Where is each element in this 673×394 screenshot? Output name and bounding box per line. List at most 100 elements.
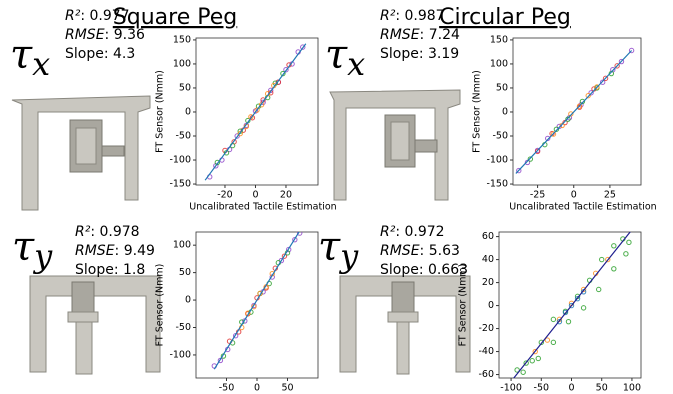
- y-tick-label: 0: [488, 300, 494, 311]
- stat-name: RMSE: [75, 243, 115, 259]
- plot-area: [196, 232, 318, 378]
- torque-symbol: τy: [12, 224, 53, 275]
- y-tick-label: -40: [478, 346, 494, 357]
- y-tick-label: 100: [173, 240, 191, 251]
- y-tick-label: -50: [492, 131, 508, 142]
- stat-name: R²: [75, 224, 91, 240]
- y-tick-label: 0: [502, 106, 508, 117]
- y-tick-label: -50: [175, 131, 191, 142]
- stat-name: Slope: [75, 262, 114, 278]
- stat-line: R²: 0.977: [65, 8, 130, 24]
- peg-render: [340, 276, 470, 374]
- y-tick-label: -100: [169, 349, 191, 360]
- stat-name: R²: [380, 8, 396, 24]
- subscript: x: [32, 45, 50, 83]
- stat-line: RMSE: 5.63: [380, 243, 460, 259]
- y-tick-label: -50: [175, 322, 191, 333]
- stat-value: : 0.972: [395, 224, 444, 240]
- y-tick-label: -60: [478, 369, 494, 380]
- stat-name: Slope: [65, 46, 104, 62]
- peg-render: [330, 90, 460, 200]
- stat-line: RMSE: 7.24: [380, 27, 460, 43]
- stat-value: : 5.63: [420, 243, 460, 259]
- y-tick-label: 0: [185, 106, 191, 117]
- y-tick-label: -100: [169, 155, 191, 166]
- y-tick-label: 20: [482, 277, 494, 288]
- x-tick-label: -50: [534, 383, 550, 394]
- stat-value: : 0.987: [395, 8, 444, 24]
- stat-value: : 9.49: [115, 243, 155, 259]
- stat-name: Slope: [380, 46, 419, 62]
- symbol: τ: [12, 224, 35, 270]
- stat-value: : 0.977: [80, 8, 129, 24]
- x-axis-label: Uncalibrated Tactile Estimation: [189, 202, 336, 213]
- stat-line: Slope: 4.3: [65, 46, 135, 62]
- y-tick-label: 50: [179, 82, 191, 93]
- torque-symbol: τx: [325, 32, 365, 83]
- x-tick-label: 50: [281, 383, 293, 394]
- x-axis-label: Uncalibrated Tactile Estimation: [509, 202, 656, 213]
- subscript: y: [338, 237, 359, 275]
- y-axis-label: FT Sensor (Nmm): [472, 70, 483, 153]
- stat-line: RMSE: 9.49: [75, 243, 155, 259]
- x-tick-label: 20: [280, 190, 292, 201]
- x-tick-label: 25: [604, 190, 616, 201]
- y-tick-label: -100: [486, 155, 508, 166]
- x-tick-label: 100: [623, 383, 641, 394]
- plot-area: [196, 38, 318, 185]
- stat-line: Slope: 3.19: [380, 46, 459, 62]
- y-tick-label: 60: [482, 231, 494, 242]
- x-tick-label: -50: [219, 383, 235, 394]
- y-tick-label: -150: [169, 179, 191, 190]
- symbol: τ: [318, 224, 341, 270]
- x-tick-label: 0: [252, 190, 258, 201]
- stat-name: Slope: [380, 262, 419, 278]
- y-tick-label: 40: [482, 254, 494, 265]
- peg-render: [30, 276, 160, 374]
- stat-name: R²: [380, 224, 396, 240]
- stat-value: : 9.36: [105, 27, 145, 43]
- stat-line: R²: 0.978: [75, 224, 140, 240]
- stat-value: : 0.978: [90, 224, 139, 240]
- x-tick-label: 0: [254, 383, 260, 394]
- stat-line: Slope: 0.663: [380, 262, 468, 278]
- torque-symbol: τy: [318, 224, 359, 275]
- stat-name: RMSE: [380, 243, 420, 259]
- y-axis-label: FT Sensor (Nmm): [155, 70, 166, 153]
- y-axis-label: FT Sensor (Nmm): [458, 264, 469, 347]
- stat-line: R²: 0.972: [380, 224, 445, 240]
- x-tick-label: 50: [596, 383, 608, 394]
- stat-line: Slope: 1.8: [75, 262, 145, 278]
- x-tick-label: 0: [571, 190, 577, 201]
- x-tick-label: -100: [500, 383, 522, 394]
- subscript: y: [32, 237, 53, 275]
- stat-value: : 3.19: [419, 46, 459, 62]
- y-tick-label: 50: [496, 82, 508, 93]
- y-tick-label: 150: [173, 34, 191, 45]
- y-tick-label: -150: [486, 179, 508, 190]
- stat-name: RMSE: [65, 27, 105, 43]
- stat-line: R²: 0.987: [380, 8, 445, 24]
- y-tick-label: 100: [490, 58, 508, 69]
- y-tick-label: 0: [185, 295, 191, 306]
- stat-line: RMSE: 9.36: [65, 27, 145, 43]
- symbol: τ: [325, 32, 348, 78]
- y-axis-label: FT Sensor (Nmm): [155, 264, 166, 347]
- peg-render: [12, 96, 150, 210]
- x-tick-label: -20: [217, 190, 233, 201]
- stat-value: : 4.3: [104, 46, 135, 62]
- y-tick-label: 150: [490, 34, 508, 45]
- x-tick-label: -25: [530, 190, 546, 201]
- page: {"headers": ["Square Peg", "Circular Peg…: [0, 0, 673, 394]
- figure: Square Peg Circular Peg τxR²: 0.977RMSE:…: [0, 0, 673, 394]
- y-tick-label: 100: [173, 58, 191, 69]
- stat-value: : 7.24: [420, 27, 460, 43]
- torque-symbol: τx: [10, 32, 50, 83]
- symbol: τ: [10, 32, 33, 78]
- y-tick-label: -20: [478, 323, 494, 334]
- stat-name: RMSE: [380, 27, 420, 43]
- stat-value: : 1.8: [114, 262, 145, 278]
- x-tick-label: 0: [568, 383, 574, 394]
- y-tick-label: 50: [179, 267, 191, 278]
- stat-name: R²: [65, 8, 81, 24]
